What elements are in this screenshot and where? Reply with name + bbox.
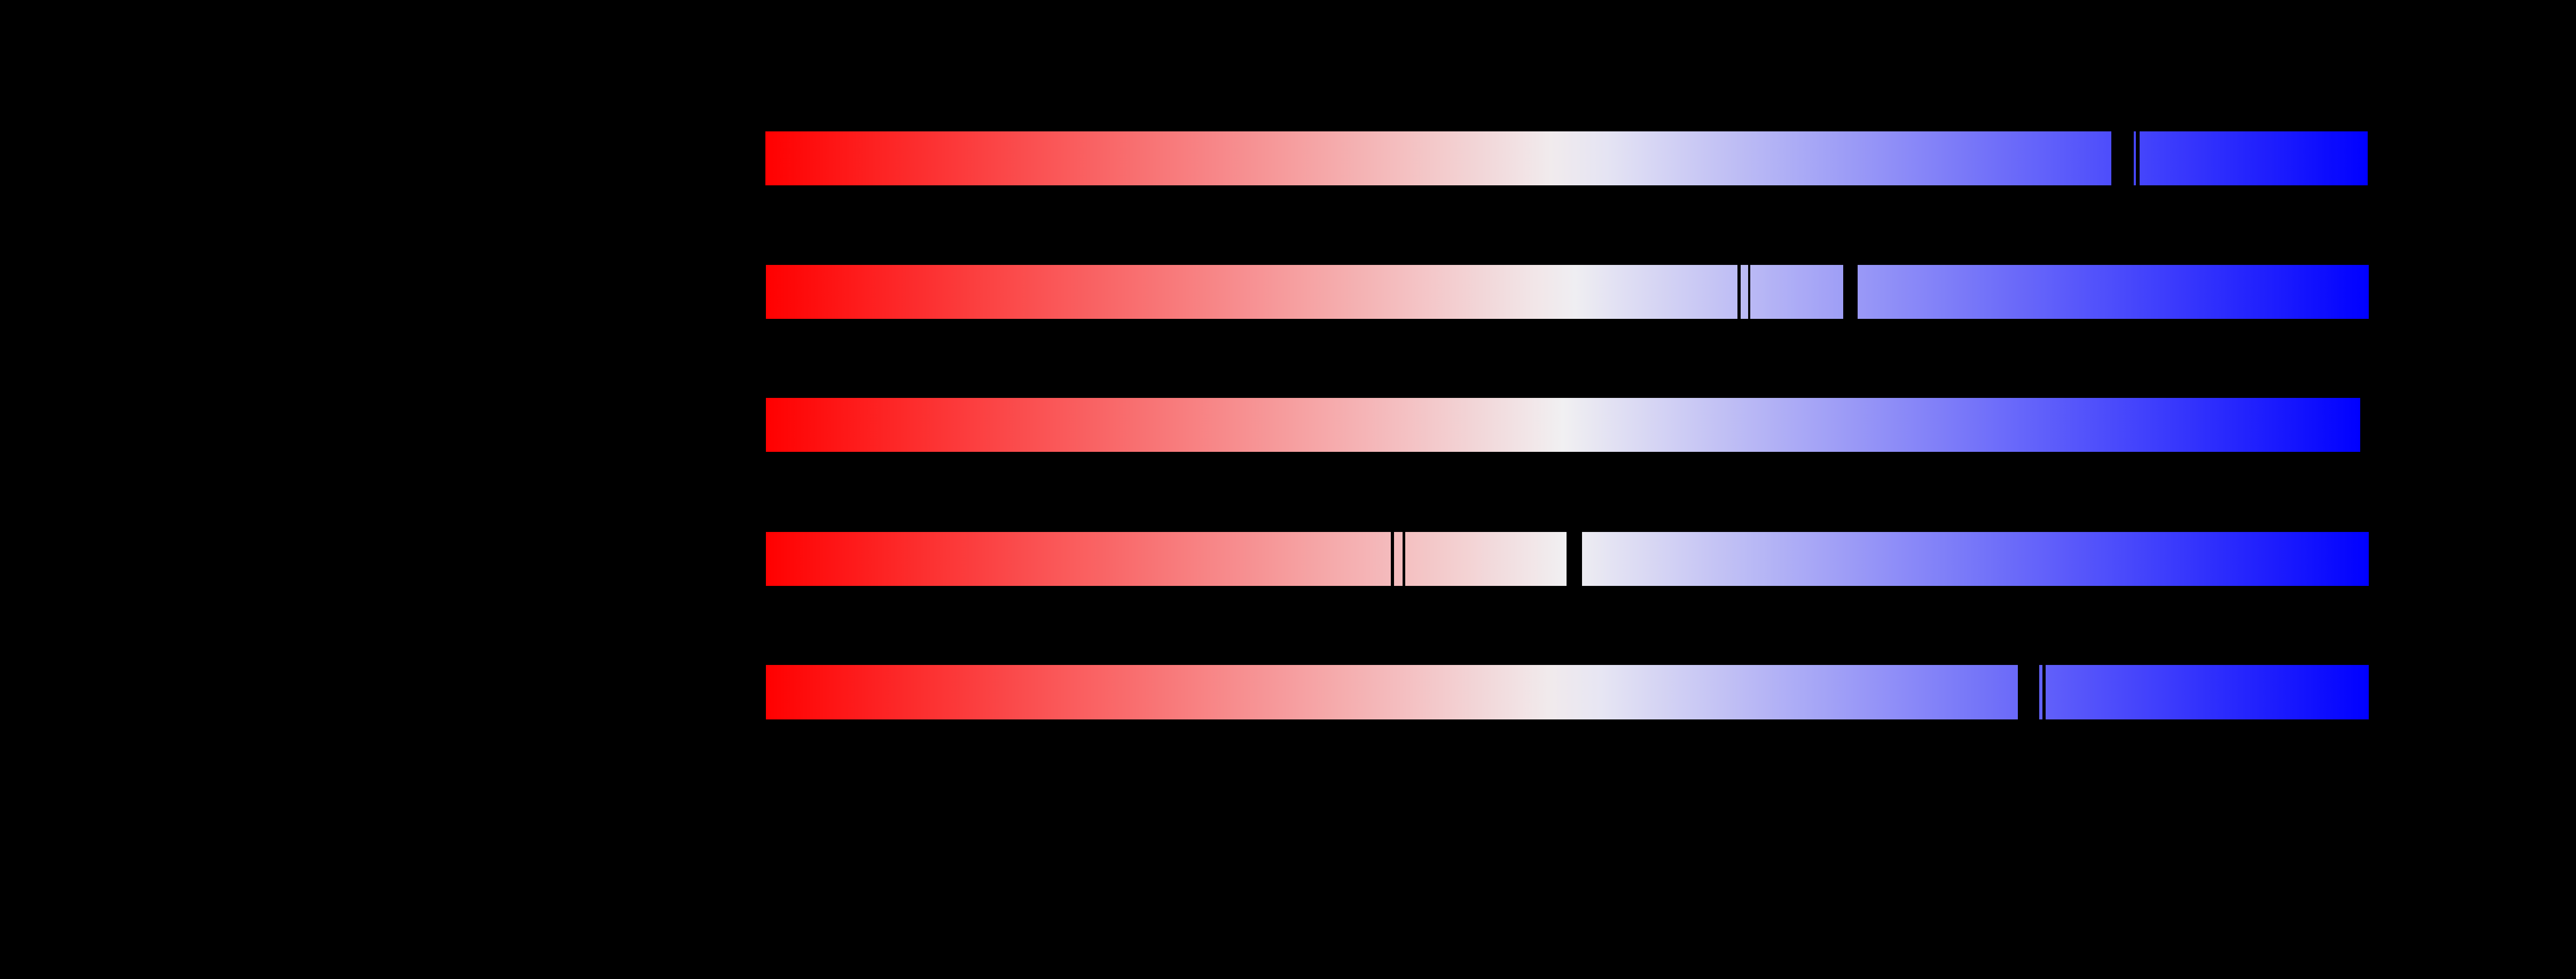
track-segment	[1405, 532, 1567, 586]
track-row	[0, 398, 2576, 452]
track-segment	[766, 665, 2018, 719]
track-segment	[2039, 665, 2042, 719]
track-segment	[1394, 532, 1403, 586]
track-segment	[766, 265, 1737, 319]
track-segment	[2046, 665, 2369, 719]
track-segment	[765, 131, 2111, 185]
track-row	[0, 665, 2576, 719]
track-segment	[2134, 131, 2136, 185]
track-segment	[1741, 265, 1748, 319]
track-row	[0, 532, 2576, 586]
track-segment	[766, 532, 1391, 586]
track-segment	[1582, 532, 2369, 586]
track-segment	[2140, 131, 2368, 185]
track-segment	[1858, 265, 2369, 319]
track-row	[0, 131, 2576, 185]
track-segment	[1750, 265, 1843, 319]
track-segment	[766, 398, 2360, 452]
track-row	[0, 265, 2576, 319]
